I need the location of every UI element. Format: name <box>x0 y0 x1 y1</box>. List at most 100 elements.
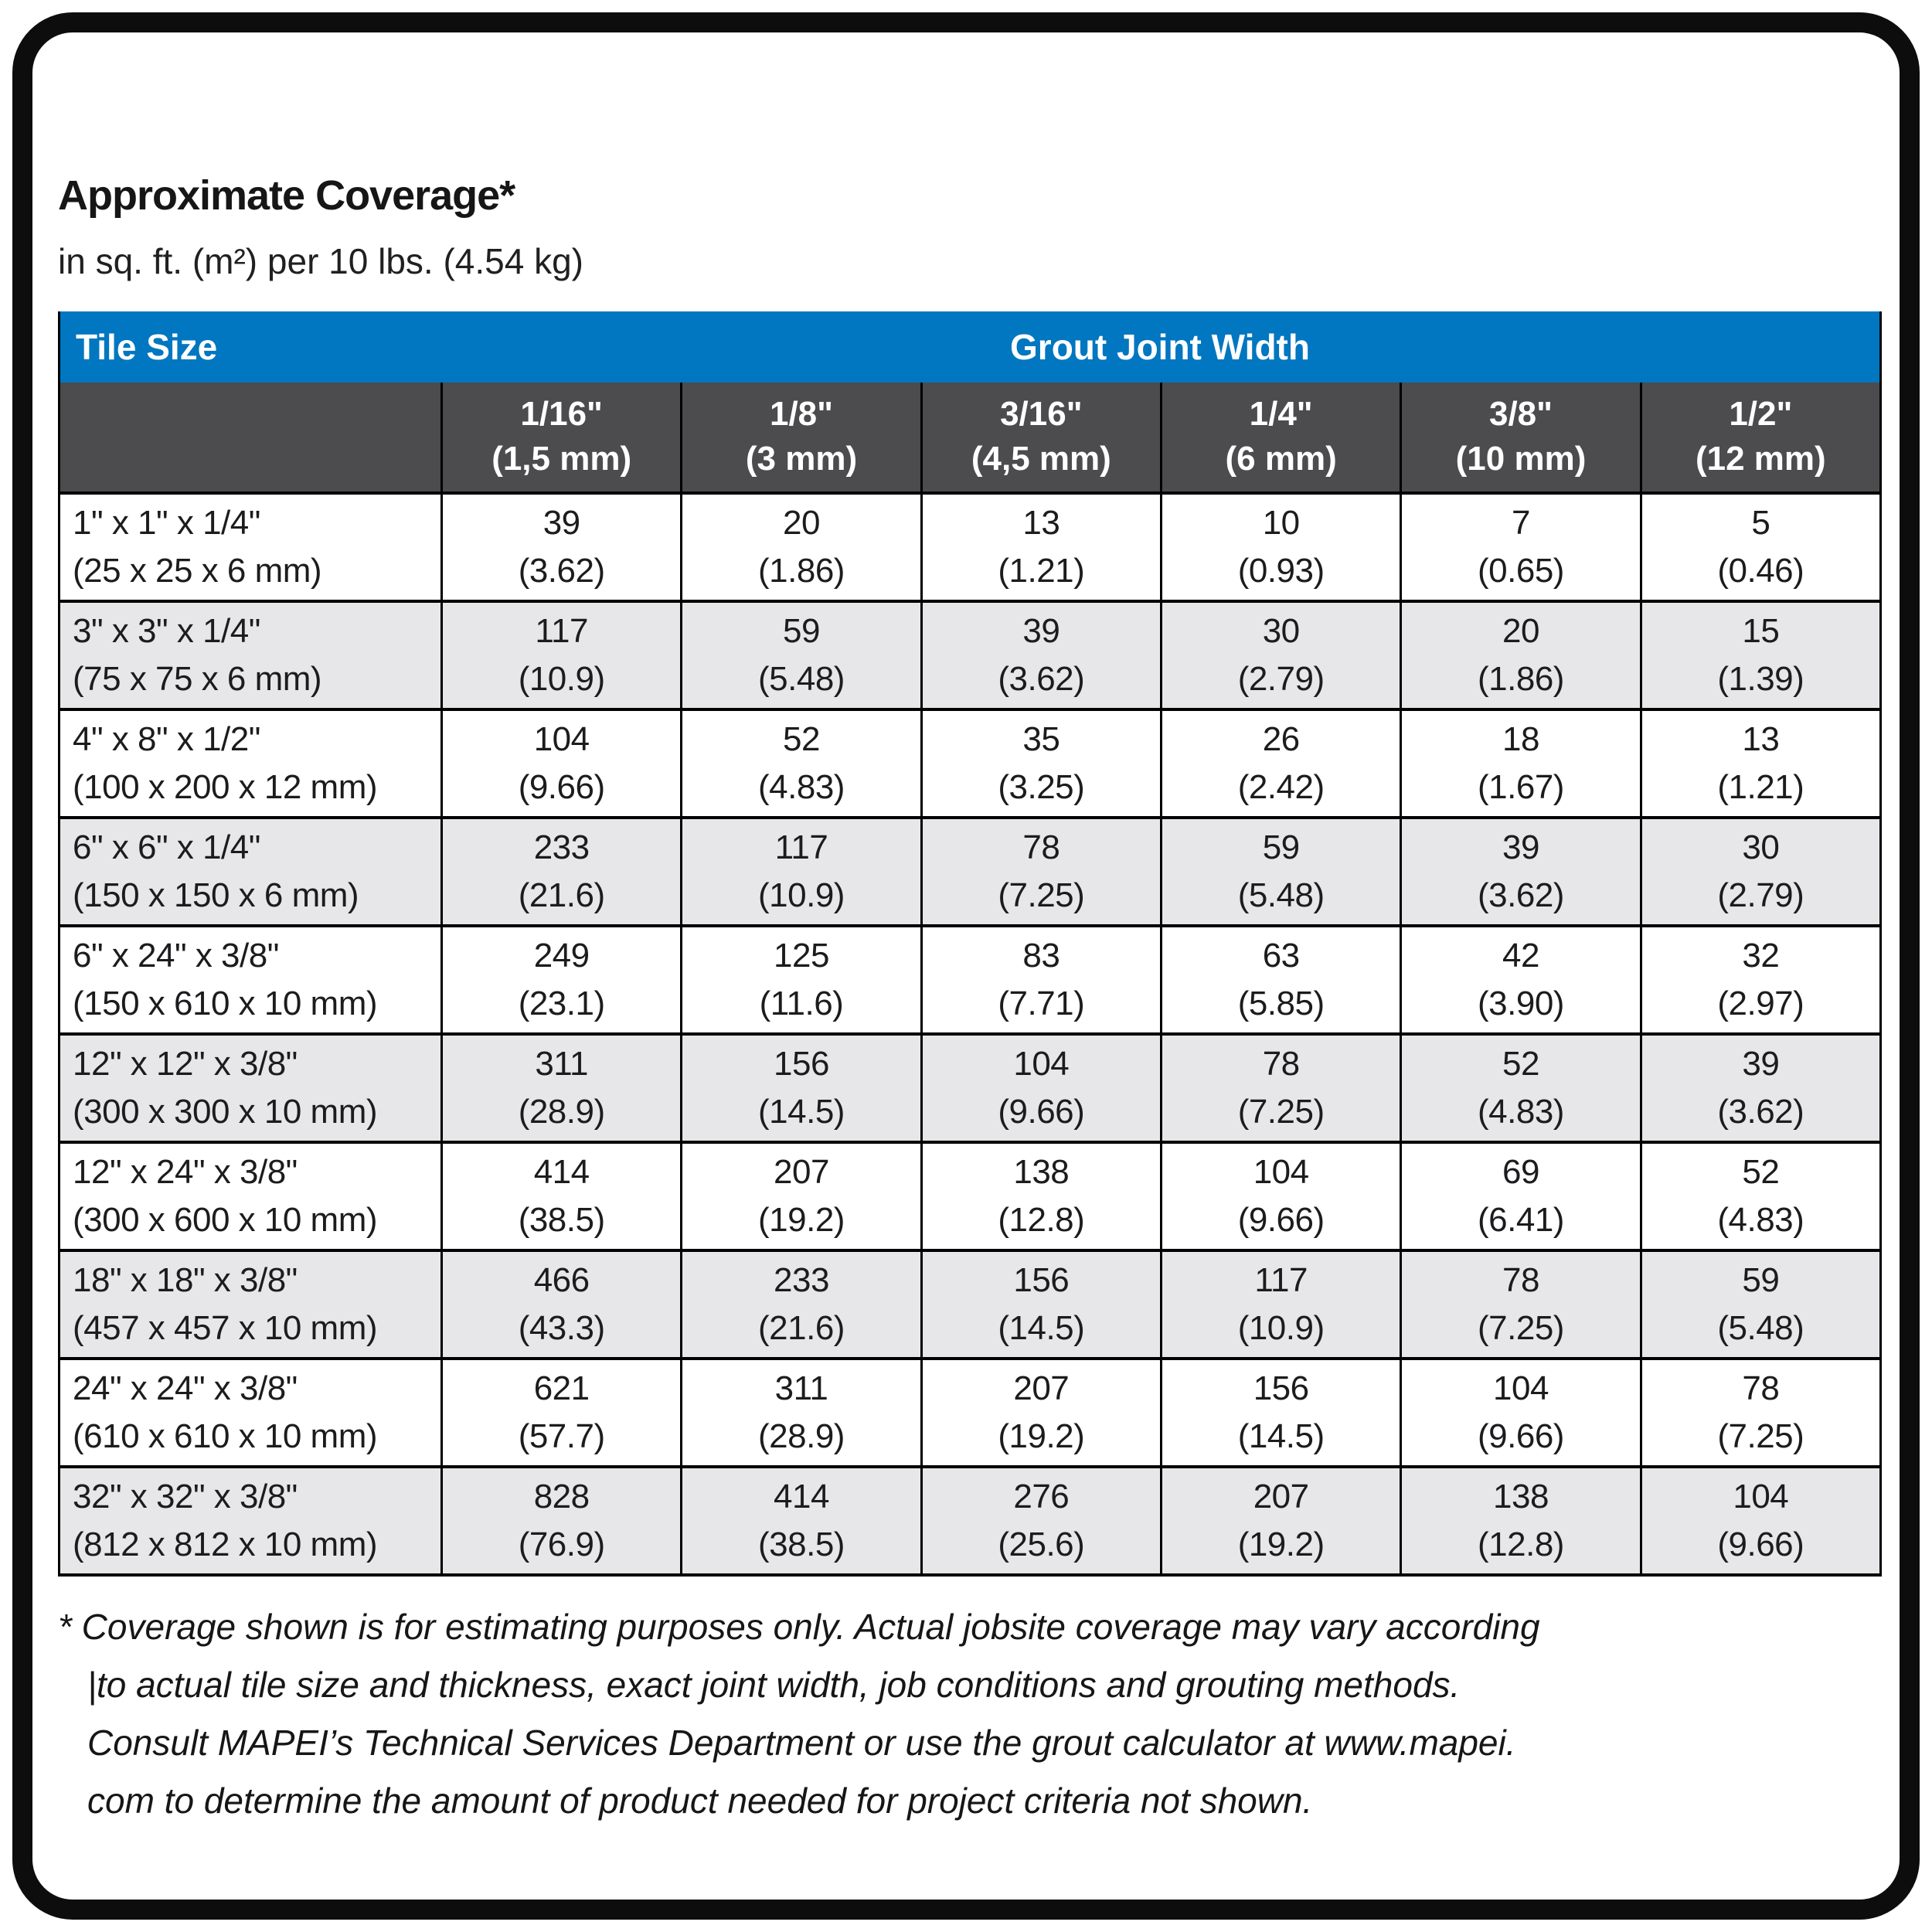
table-row: 18" x 18" x 3/8" (457 x 457 x 10 mm) 466 (4… <box>60 1248 1879 1357</box>
coverage-cell: 78 (7.25) <box>1160 1035 1400 1141</box>
coverage-cell: 39 (3.62) <box>440 494 680 600</box>
coverage-cell: 156 (14.5) <box>1160 1359 1400 1465</box>
coverage-cell: 39 (3.62) <box>920 602 1160 708</box>
tile-size-cell: 24" x 24" x 3/8" (610 x 610 x 10 mm) <box>60 1360 440 1465</box>
coverage-cell: 156 (14.5) <box>680 1035 920 1141</box>
column-header-size: 3/16" <box>1000 395 1083 434</box>
coverage-cell: 156 (14.5) <box>920 1251 1160 1357</box>
coverage-sqm: (28.9) <box>518 1092 605 1131</box>
column-header-metric: (3 mm) <box>745 440 858 478</box>
tile-size-inches: 18" x 18" x 3/8" <box>73 1260 298 1299</box>
coverage-sqft: 104 <box>1253 1152 1309 1191</box>
coverage-cell: 104 (9.66) <box>1160 1143 1400 1249</box>
coverage-sqft: 311 <box>535 1044 588 1083</box>
table-row: 12" x 12" x 3/8" (300 x 300 x 10 mm) 311 (2… <box>60 1032 1879 1141</box>
coverage-sqm: (2.97) <box>1717 984 1804 1022</box>
coverage-sqft: 52 <box>783 719 820 758</box>
coverage-cell: 13 (1.21) <box>1639 710 1879 816</box>
coverage-cell: 311 (28.9) <box>680 1359 920 1465</box>
coverage-sqm: (5.48) <box>1237 876 1325 914</box>
coverage-cell: 117 (10.9) <box>680 818 920 924</box>
coverage-sqm: (14.5) <box>1237 1417 1325 1455</box>
column-header-size: 1/4" <box>1249 395 1313 434</box>
coverage-cell: 104 (9.66) <box>920 1035 1160 1141</box>
tile-size-metric: (25 x 25 x 6 mm) <box>73 551 322 590</box>
coverage-sqm: (5.85) <box>1237 984 1325 1022</box>
coverage-sqm: (3.62) <box>1478 876 1564 914</box>
coverage-sqm: (7.25) <box>1237 1092 1325 1131</box>
coverage-sqm: (10.9) <box>1237 1308 1325 1347</box>
table-row: 6" x 24" x 3/8" (150 x 610 x 10 mm) 249 (23… <box>60 923 1879 1032</box>
coverage-cell: 311 (28.9) <box>440 1035 680 1141</box>
coverage-sqft: 13 <box>1022 503 1060 542</box>
footnote-line: com to determine the amount of product n… <box>87 1780 1313 1821</box>
tile-size-cell: 6" x 6" x 1/4" (150 x 150 x 6 mm) <box>60 819 440 924</box>
coverage-cell: 59 (5.48) <box>1639 1251 1879 1357</box>
tile-size-inches: 6" x 24" x 3/8" <box>73 936 279 975</box>
coverage-sqft: 117 <box>1254 1260 1308 1299</box>
coverage-sqft: 39 <box>1742 1044 1780 1083</box>
coverage-sqft: 311 <box>774 1369 828 1407</box>
coverage-cell: 414 (38.5) <box>680 1468 920 1573</box>
coverage-sqm: (3.62) <box>518 551 605 590</box>
coverage-cell: 59 (5.48) <box>1160 818 1400 924</box>
coverage-cell: 104 (9.66) <box>1639 1468 1879 1573</box>
coverage-sqft: 59 <box>1742 1260 1780 1299</box>
coverage-cell: 233 (21.6) <box>440 818 680 924</box>
coverage-sqft: 207 <box>1013 1369 1070 1407</box>
coverage-sqm: (2.79) <box>1237 659 1325 698</box>
coverage-cell: 52 (4.83) <box>680 710 920 816</box>
coverage-cell: 125 (11.6) <box>680 927 920 1032</box>
coverage-sqm: (25.6) <box>998 1525 1085 1563</box>
coverage-sqm: (6.41) <box>1478 1200 1564 1239</box>
coverage-sqft: 156 <box>1013 1260 1070 1299</box>
coverage-cell: 5 (0.46) <box>1639 494 1879 600</box>
coverage-sqm: (10.9) <box>518 659 605 698</box>
coverage-sqft: 52 <box>1502 1044 1539 1083</box>
table-row: 6" x 6" x 1/4" (150 x 150 x 6 mm) 233 (21.6… <box>60 815 1879 924</box>
table-row: 1" x 1" x 1/4" (25 x 25 x 6 mm) 39 (3.62) 20… <box>60 491 1879 600</box>
coverage-sqm: (1.39) <box>1717 659 1804 698</box>
coverage-sqm: (3.90) <box>1478 984 1564 1022</box>
coverage-cell: 207 (19.2) <box>680 1143 920 1249</box>
coverage-cell: 249 (23.1) <box>440 927 680 1032</box>
tile-size-inches: 12" x 12" x 3/8" <box>73 1044 298 1083</box>
coverage-cell: 207 (19.2) <box>920 1359 1160 1465</box>
coverage-sqft: 78 <box>1262 1044 1300 1083</box>
column-header-size: 3/8" <box>1488 395 1553 434</box>
coverage-sqft: 156 <box>1253 1369 1309 1407</box>
tile-size-inches: 24" x 24" x 3/8" <box>73 1369 298 1407</box>
column-header-spacer <box>60 383 440 492</box>
coverage-sqm: (2.42) <box>1237 767 1325 806</box>
coverage-sqm: (2.79) <box>1717 876 1804 914</box>
coverage-cell: 466 (43.3) <box>440 1251 680 1357</box>
tile-size-inches: 3" x 3" x 1/4" <box>73 611 260 650</box>
tile-size-cell: 12" x 24" x 3/8" (300 x 600 x 10 mm) <box>60 1144 440 1249</box>
coverage-sqft: 20 <box>1502 611 1539 650</box>
page-title: Approximate Coverage* <box>58 172 515 219</box>
coverage-cell: 276 (25.6) <box>920 1468 1160 1573</box>
coverage-sqft: 42 <box>1502 936 1539 975</box>
coverage-sqft: 15 <box>1742 611 1780 650</box>
coverage-sqft: 83 <box>1022 936 1060 975</box>
coverage-sqft: 13 <box>1742 719 1780 758</box>
coverage-cell: 20 (1.86) <box>680 494 920 600</box>
coverage-cell: 828 (76.9) <box>440 1468 680 1573</box>
coverage-sqft: 156 <box>774 1044 829 1083</box>
coverage-sheet: Approximate Coverage* in sq. ft. (m²) pe… <box>58 0 1882 1830</box>
tile-size-inches: 1" x 1" x 1/4" <box>73 503 260 542</box>
footnote-line: * Coverage shown is for estimating purpo… <box>58 1606 1540 1647</box>
table-row: 32" x 32" x 3/8" (812 x 812 x 10 mm) 828 (7… <box>60 1464 1879 1573</box>
coverage-sqft: 104 <box>1013 1044 1070 1083</box>
coverage-cell: 104 (9.66) <box>440 710 680 816</box>
tile-size-metric: (100 x 200 x 12 mm) <box>73 767 378 806</box>
coverage-sqft: 125 <box>774 936 829 975</box>
tile-size-metric: (300 x 600 x 10 mm) <box>73 1200 378 1239</box>
coverage-sqm: (76.9) <box>518 1525 605 1563</box>
coverage-sqm: (5.48) <box>758 659 845 698</box>
coverage-sqft: 69 <box>1502 1152 1539 1191</box>
coverage-sqm: (23.1) <box>518 984 605 1022</box>
coverage-sqft: 59 <box>783 611 820 650</box>
tile-size-header: Tile Size <box>76 326 218 367</box>
table-row: 3" x 3" x 1/4" (75 x 75 x 6 mm) 117 (10.9) 5… <box>60 599 1879 708</box>
